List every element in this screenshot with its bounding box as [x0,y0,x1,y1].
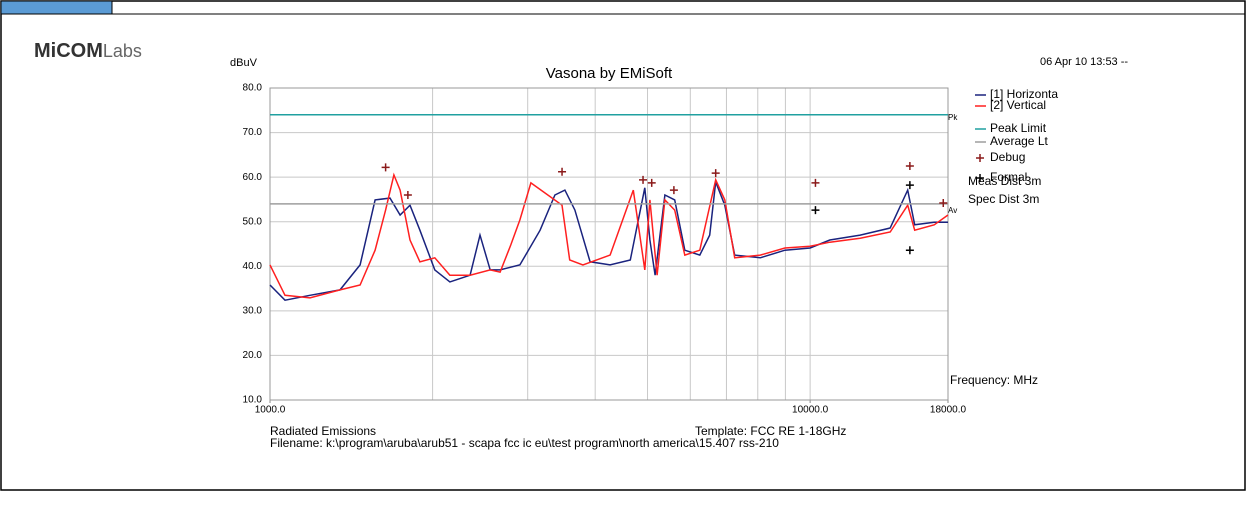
y-label: dBuV [230,57,258,69]
peak-marker [647,178,656,187]
peak-marker [811,206,820,215]
legend-label: Debug [990,150,1025,164]
footer: Template: FCC RE 1-18GHz [695,424,846,438]
y-tick-label: 50.0 [243,216,263,227]
legend-label: [1] Horizonta [990,87,1058,101]
logo: MiCOMLabs [34,40,142,62]
y-tick-label: 30.0 [243,305,263,316]
limit-tag: Pk [948,113,958,122]
x-tick-label: 10000.0 [792,405,829,416]
peak-marker [905,162,914,170]
footer: Radiated Emissions [270,424,376,438]
peak-marker [905,246,914,255]
series-line [269,172,949,299]
tab [0,0,113,15]
date: 06 Apr 10 13:53 -- [1040,56,1128,68]
y-tick-label: 40.0 [243,261,263,272]
peak-marker [403,190,412,199]
chart-title: Vasona by EMiSoft [546,65,673,82]
x-tick-label: 1000.0 [255,405,286,416]
peak-marker [381,163,390,172]
peak-marker [939,198,948,207]
y-tick-label: 10.0 [243,395,263,406]
peak-marker [811,178,820,187]
legend-label: Formal [990,170,1027,184]
limit-tag: Av [948,206,957,215]
x-tick-label: 18000.0 [930,405,967,416]
note: Spec Dist 3m [968,192,1039,206]
peak-marker [558,167,567,176]
plot-frame [269,87,949,401]
legend-swatch [976,174,984,182]
peak-marker [711,169,720,178]
x-label: Frequency: MHz [950,373,1038,387]
note: Meas Dist 3m [968,174,1041,188]
legend-label: Average Lt [990,134,1048,148]
peak-marker [905,181,914,190]
y-tick-label: 20.0 [243,350,263,361]
legend-label: Peak Limit [990,121,1047,135]
peak-marker [669,186,678,195]
footer: Filename: k:\program\aruba\arub51 - scap… [270,436,779,450]
frame [0,0,1246,491]
logo-light: Labs [103,41,142,61]
legend-label: [2] Vertical [990,98,1046,112]
y-tick-label: 70.0 [243,127,263,138]
y-tick-label: 80.0 [243,83,263,94]
peak-marker [639,175,648,184]
legend-swatch [976,154,984,162]
logo-bold: MiCOM [34,40,103,62]
series-line [269,181,948,302]
y-tick-label: 60.0 [243,172,263,183]
